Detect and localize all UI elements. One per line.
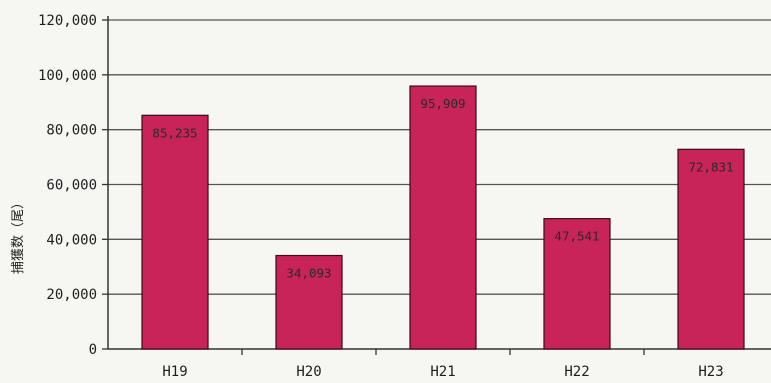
x-category-label: H19 (162, 364, 187, 380)
y-tick-label: 0 (89, 342, 97, 358)
y-tick-label: 20,000 (46, 287, 97, 303)
bar-h21 (409, 85, 477, 350)
bar-value-label: 85,235 (152, 125, 197, 140)
bar-h20 (275, 254, 343, 350)
bar-value-label: 47,541 (554, 229, 599, 244)
x-category-label: H20 (296, 364, 321, 380)
labels: 0 20,000 40,000 60,000 80,000 100,000 120,000 H… (38, 13, 734, 380)
y-tick-label: 100,000 (38, 68, 97, 84)
bar-h23 (677, 148, 745, 350)
x-category-label: H21 (430, 364, 455, 380)
x-category-label: H23 (698, 364, 723, 380)
y-tick-label: 40,000 (46, 232, 97, 248)
bar-value-label: 34,093 (286, 266, 331, 281)
y-tick-label: 60,000 (46, 178, 97, 194)
bar-value-label: 72,831 (688, 159, 733, 174)
bars (141, 85, 745, 350)
bar-h19 (141, 114, 209, 350)
bar-value-label: 95,909 (420, 96, 465, 111)
y-axis-label: 捕獲数（尾） (10, 196, 26, 274)
x-category-label: H22 (564, 364, 589, 380)
bar-h22 (543, 218, 611, 350)
y-tick-label: 120,000 (38, 13, 97, 29)
y-tick-label: 80,000 (46, 123, 97, 139)
